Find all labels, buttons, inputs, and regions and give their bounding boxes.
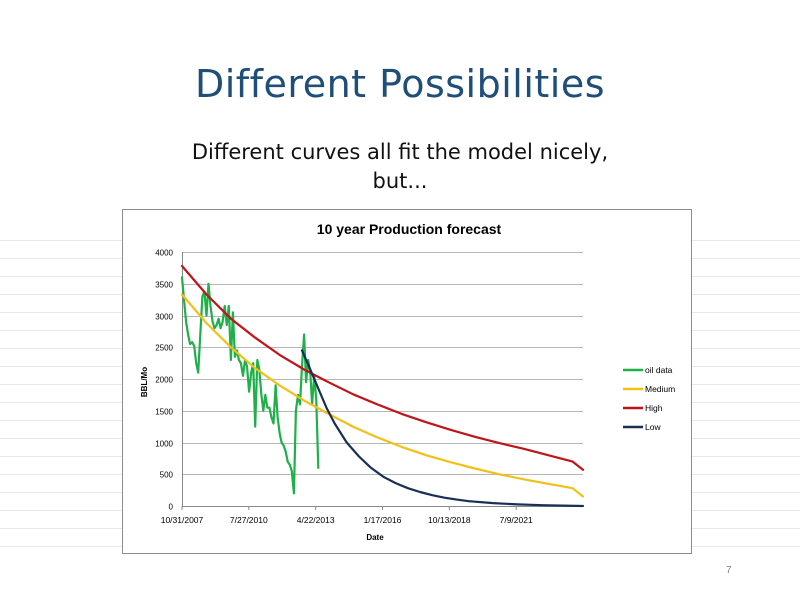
production-forecast-chart: 10 year Production forecast 0 500 1000 1500… [140,221,675,542]
series-line-high [180,264,585,471]
x-tick-label: 7/27/2010 [230,515,268,525]
chart-title: 10 year Production forecast [317,221,502,237]
x-tick-label: 10/13/2018 [428,515,471,525]
y-tick-label: 1000 [155,440,173,449]
x-tick-label: 4/22/2013 [297,515,335,525]
slide-title: Different Possibilities [194,62,606,106]
chart-axes: 0 500 1000 1500 2000 2500 3000 3500 4000 10/31/20… [155,249,533,526]
y-tick-label: 1500 [155,408,173,417]
x-tick-label: 1/17/2016 [364,515,402,525]
slide-subtitle: Different curves all fit the model nicel… [150,138,650,196]
y-tick-label: 0 [169,503,174,512]
x-axis-label: Date [366,533,384,542]
legend-label-high: High [645,403,663,413]
chart-grid [182,252,583,507]
y-tick-label: 3500 [155,281,173,290]
series-line-low [300,349,585,508]
series-line-oil-data [180,276,320,495]
y-axis-label: BBL/Mo [140,367,149,397]
x-tick-label: 10/31/2007 [161,515,204,525]
subtitle-line-1: Different curves all fit the model nicel… [191,140,609,164]
legend-label-medium: Medium [645,384,675,394]
y-tick-label: 3000 [155,313,173,322]
legend-label-low: Low [645,422,661,432]
subtitle-line-2: but... [372,169,428,193]
series-line-medium [180,293,585,498]
chart-series [180,264,585,508]
y-tick-label: 4000 [155,249,173,258]
page-number: 7 [726,565,732,576]
legend-label-oil-data: oil data [645,365,673,375]
y-tick-label: 2500 [155,344,173,353]
chart-legend: oil data Medium High Low [623,365,675,432]
x-tick-label: 7/9/2021 [500,515,533,525]
y-tick-label: 500 [160,471,174,480]
chart-frame: 10 year Production forecast 0 500 1000 1500… [122,209,692,554]
y-tick-label: 2000 [155,376,173,385]
